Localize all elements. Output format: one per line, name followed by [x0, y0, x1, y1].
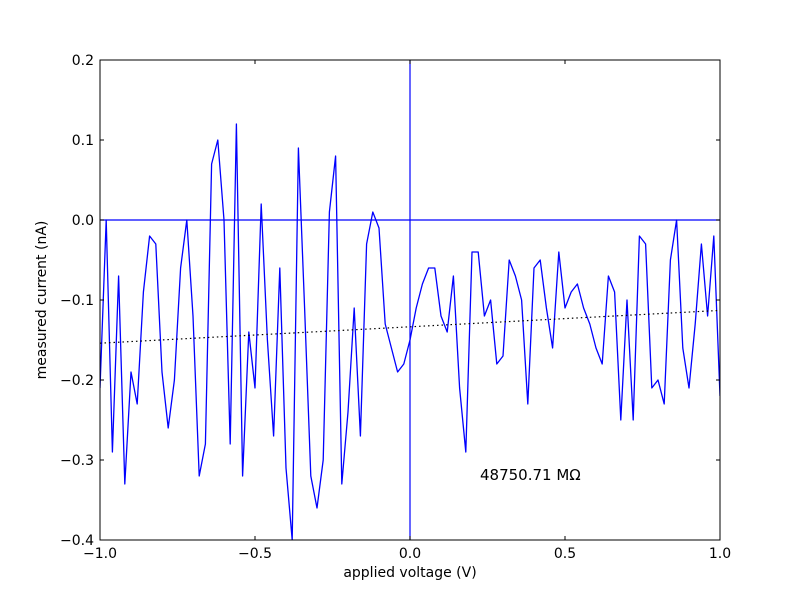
y-tick-label: 0.1	[72, 133, 94, 149]
y-axis-label: measured current (nA)	[34, 221, 50, 380]
plot-area	[100, 60, 720, 540]
tick-labels: −1.0 −0.5 0.0 0.5 1.0 −0.4 −0.3 −0.2 −0.1 0.0 0.1 0…	[60, 53, 731, 562]
resistance-annotation: 48750.71 MΩ	[480, 466, 581, 484]
x-tick-label: −1.0	[83, 546, 117, 562]
y-tick-label: −0.2	[60, 373, 94, 389]
x-axis-label: applied voltage (V)	[343, 565, 476, 581]
x-tick-label: 1.0	[709, 546, 731, 562]
y-tick-label: −0.4	[60, 533, 94, 549]
x-tick-label: 0.0	[399, 546, 421, 562]
x-tick-label: 0.5	[554, 546, 576, 562]
tick-marks	[99, 59, 721, 541]
y-tick-label: −0.1	[60, 293, 94, 309]
y-tick-label: 0.0	[72, 213, 94, 229]
y-tick-label: 0.2	[72, 53, 94, 69]
x-tick-label: −0.5	[238, 546, 272, 562]
y-tick-label: −0.3	[60, 453, 94, 469]
measured-current-series	[100, 123, 720, 540]
